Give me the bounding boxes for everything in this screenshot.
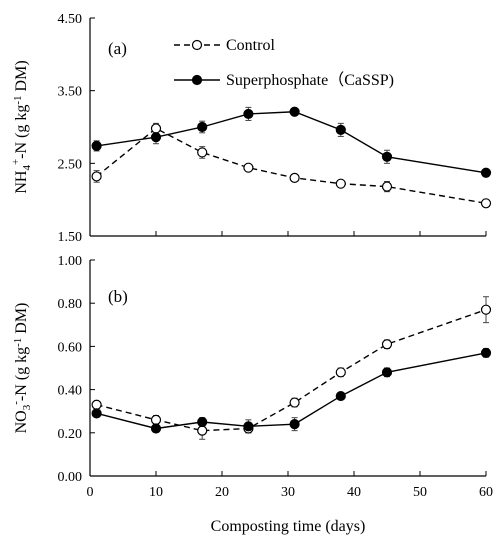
y-tick-label: 1.50	[58, 230, 83, 245]
data-point-control	[150, 414, 162, 425]
y-tick-label: 3.50	[58, 85, 83, 100]
x-tick-label: 60	[479, 485, 493, 500]
data-point-control	[243, 162, 254, 173]
panel-b-y-axis-title: NO3--N (g kg-1 DM)	[10, 303, 33, 434]
x-tick-label: 0	[87, 485, 94, 500]
x-tick-label: 50	[413, 485, 427, 500]
data-point-superphosphate	[91, 140, 102, 151]
data-point-superphosphate	[480, 167, 492, 178]
data-point-superphosphate	[381, 367, 393, 378]
data-point-control	[91, 399, 102, 410]
panel-a-y-axis-title: NH4+-N (g kg-1 DM)	[10, 60, 33, 193]
data-point-control	[289, 397, 300, 408]
panel-a-axes: 1.50 2.50 3.50 4.50	[58, 12, 487, 245]
data-point-control	[289, 172, 300, 183]
data-point-superphosphate	[480, 347, 492, 358]
series-line-superphosphate	[96, 111, 487, 174]
data-point-superphosphate	[150, 132, 162, 143]
legend: Control Superphosphate（CaSSP)	[174, 37, 394, 89]
panel-a-ammonium: 1.502.503.504.50 (a) NH4+-N (g kg-1 DM) …	[10, 12, 492, 245]
legend-control-label: Control	[226, 37, 275, 54]
legend-control-marker	[191, 39, 203, 51]
panel-b-label: (b)	[108, 287, 128, 306]
data-point-control	[480, 198, 492, 209]
data-point-control	[381, 181, 393, 192]
data-point-control	[197, 425, 208, 436]
panel-b-marks	[91, 296, 492, 440]
series-line-control	[96, 127, 487, 204]
legend-superphosphate-marker	[191, 74, 203, 86]
x-tick-label: 40	[347, 485, 361, 500]
data-point-superphosphate	[289, 106, 300, 117]
x-tick-label: 30	[281, 485, 295, 500]
data-point-superphosphate	[289, 419, 300, 430]
data-point-superphosphate	[150, 423, 162, 434]
data-point-superphosphate	[197, 416, 208, 428]
data-point-superphosphate	[243, 421, 254, 432]
x-tick-label: 10	[149, 485, 163, 500]
series-line-control	[96, 309, 487, 432]
data-point-superphosphate	[381, 151, 393, 162]
y-tick-label: 0.20	[58, 427, 83, 442]
data-point-control	[480, 304, 492, 315]
data-point-superphosphate	[243, 108, 254, 120]
data-point-control	[335, 178, 346, 189]
data-point-superphosphate	[197, 121, 208, 133]
y-tick-label: 0.00	[58, 470, 83, 485]
panel-a-marks	[91, 106, 492, 209]
legend-superphosphate-label: Superphosphate（CaSSP)	[226, 71, 394, 89]
series-line-superphosphate	[96, 352, 487, 430]
data-point-superphosphate	[335, 390, 346, 402]
data-point-control	[335, 367, 346, 378]
panel-b-axes: 0.00 0.20 0.40 0.60 0.80 1.00 0 10 20 30 40 50 60	[58, 254, 494, 500]
data-point-control	[197, 147, 208, 158]
data-point-superphosphate	[335, 124, 346, 136]
data-point-superphosphate	[91, 408, 102, 419]
data-point-control	[381, 339, 393, 350]
x-axis-title: Composting time (days)	[211, 518, 366, 535]
x-tick-label: 20	[215, 485, 229, 500]
y-tick-label: 0.80	[58, 297, 83, 312]
y-tick-label: 1.00	[58, 254, 83, 269]
panel-b-nitrate: 0.00 0.20 0.40 0.60 0.80 1.00 0 10 20 30 40 50 60 (b…	[10, 254, 493, 535]
panel-a-label: (a)	[108, 39, 127, 58]
y-tick-label: 2.50	[58, 157, 83, 172]
data-point-control	[150, 123, 162, 134]
y-tick-label: 0.60	[58, 340, 83, 355]
y-tick-label: 0.40	[58, 384, 83, 399]
y-tick-label: 4.50	[58, 12, 83, 27]
data-point-control	[91, 171, 102, 182]
